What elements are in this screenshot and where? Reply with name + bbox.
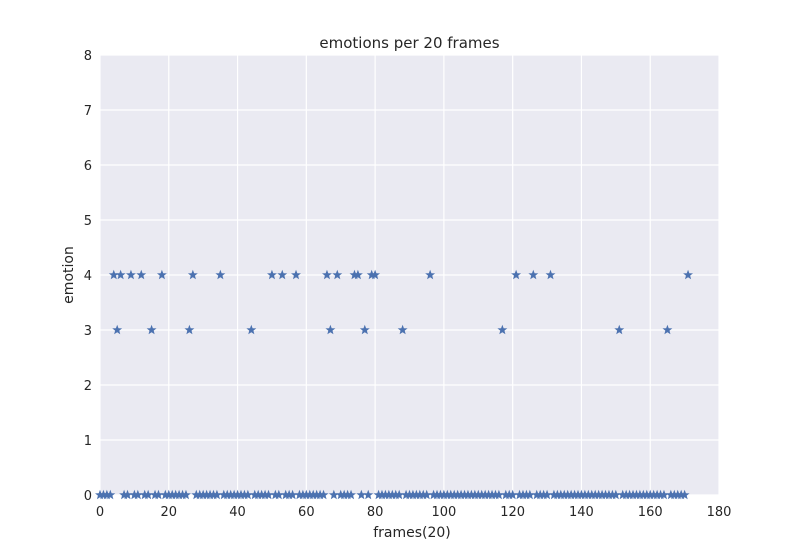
data-point — [126, 269, 136, 280]
data-point — [184, 324, 195, 335]
data-point — [132, 489, 143, 500]
data-point — [246, 324, 257, 335]
data-point — [356, 489, 367, 500]
data-point — [277, 269, 288, 280]
data-point — [359, 324, 370, 335]
data-point — [318, 489, 329, 500]
y-tick-label: 8 — [84, 49, 92, 64]
data-point — [143, 489, 154, 500]
data-point — [267, 269, 277, 280]
data-point — [346, 489, 356, 500]
data-point — [108, 269, 119, 280]
y-tick-label: 7 — [84, 104, 92, 119]
data-point — [181, 489, 191, 500]
data-point — [325, 324, 336, 335]
y-tick-label: 5 — [84, 214, 92, 229]
data-point — [328, 489, 339, 500]
x-tick-label: 60 — [298, 505, 315, 520]
data-point — [659, 489, 669, 500]
data-point — [112, 324, 123, 335]
data-point — [211, 489, 222, 500]
y-tick-label: 1 — [84, 434, 92, 449]
data-point — [493, 489, 504, 500]
data-point — [421, 489, 432, 500]
x-tick-label: 120 — [500, 505, 525, 520]
data-point — [136, 269, 147, 280]
data-point — [352, 269, 363, 280]
data-point — [394, 489, 405, 500]
data-point — [662, 324, 673, 335]
data-point — [397, 324, 408, 335]
data-point — [242, 489, 253, 500]
data-point — [614, 324, 625, 335]
x-tick-label: 180 — [707, 505, 732, 520]
x-tick-label: 20 — [161, 505, 178, 520]
x-axis-label: frames(20) — [373, 525, 451, 541]
data-point — [187, 269, 198, 280]
data-point — [332, 269, 343, 280]
data-point — [545, 269, 556, 280]
data-point — [683, 269, 693, 280]
x-tick-label: 100 — [431, 505, 456, 520]
x-tick-labels: 0 20 40 60 80 100 120 140 160 180 — [96, 505, 732, 520]
data-point — [291, 269, 301, 280]
x-tick-label: 140 — [569, 505, 594, 520]
y-tick-label: 2 — [84, 379, 92, 394]
x-tick-label: 160 — [638, 505, 663, 520]
data-point — [322, 269, 332, 280]
data-point — [156, 269, 167, 280]
data-point — [497, 324, 508, 335]
y-tick-label: 4 — [84, 269, 92, 284]
data-point — [370, 269, 381, 280]
y-tick-label: 3 — [84, 324, 92, 339]
data-points — [95, 269, 693, 500]
data-point — [507, 489, 518, 500]
data-point — [363, 489, 374, 500]
y-tick-labels: 0 1 2 3 4 5 6 7 8 — [84, 49, 92, 504]
data-point — [610, 489, 621, 500]
x-tick-label: 80 — [367, 505, 384, 520]
data-point — [542, 489, 552, 500]
data-point — [524, 489, 535, 500]
x-tick-label: 40 — [229, 505, 246, 520]
y-tick-label: 6 — [84, 159, 92, 174]
data-point — [273, 489, 284, 500]
data-point — [287, 489, 298, 500]
data-point — [105, 489, 116, 500]
y-axis-label: emotion — [61, 246, 77, 304]
data-point — [679, 489, 690, 500]
data-point — [263, 489, 274, 500]
data-point — [146, 324, 157, 335]
data-point — [122, 489, 133, 500]
data-point — [511, 269, 522, 280]
data-point — [528, 269, 539, 280]
data-point — [115, 269, 126, 280]
data-point — [153, 489, 164, 500]
data-point — [215, 269, 226, 280]
data-point — [425, 269, 436, 280]
chart-title: emotions per 20 frames — [319, 34, 499, 52]
x-tick-label: 0 — [96, 505, 104, 520]
y-tick-label: 0 — [84, 489, 92, 504]
